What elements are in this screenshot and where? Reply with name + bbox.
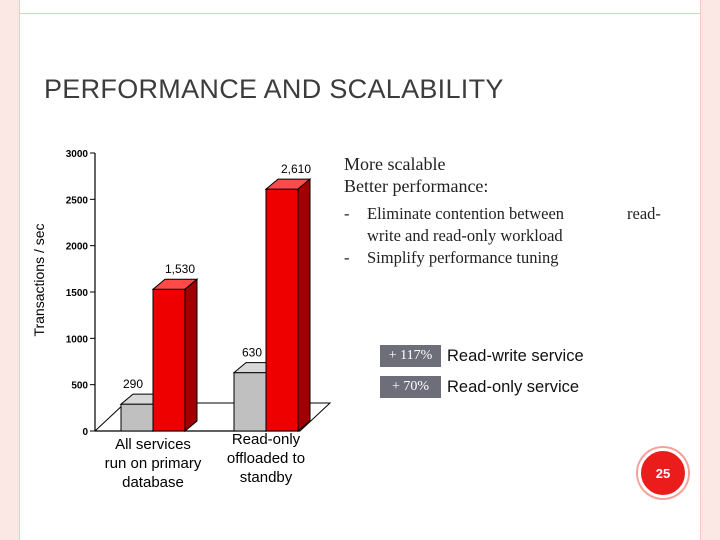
x-category-label: database xyxy=(122,474,184,491)
bullet-item-1-line-2: write and read-only workload xyxy=(367,226,563,245)
bar-side xyxy=(184,278,198,433)
bar-front xyxy=(233,372,267,432)
bar-front xyxy=(152,288,186,432)
bullet-head-line-2: Better performance: xyxy=(344,176,489,196)
y-tick-label: 1500 xyxy=(66,288,89,299)
slide-title: PERFORMANCE AND SCALABILITY xyxy=(44,74,504,104)
y-tick-label: 1000 xyxy=(66,334,89,345)
y-axis-label: Transactions / sec xyxy=(31,223,47,336)
bullet-head-line-1: More scalable xyxy=(344,154,446,174)
left-frame-bar xyxy=(0,0,20,540)
bar-front xyxy=(120,403,154,432)
y-tick-label: 500 xyxy=(71,381,88,392)
bullet-item-2-line-1: Simplify performance tuning xyxy=(367,248,559,267)
page-number-badge: 25 xyxy=(638,448,688,498)
bullet-dash: - xyxy=(344,204,350,223)
bar-side xyxy=(297,178,311,433)
bar-data-label: 1,530 xyxy=(165,262,195,276)
x-category-label: standby xyxy=(240,469,293,486)
x-category-label: offloaded to xyxy=(227,450,305,467)
bullet-sub-list: - Eliminate contention between write and… xyxy=(344,203,689,269)
bullet-dash: - xyxy=(344,248,350,267)
bullet-trailing-text: read- xyxy=(627,204,661,223)
y-tick-label: 2000 xyxy=(66,242,89,253)
bar-data-label: 630 xyxy=(242,346,262,360)
top-frame-line xyxy=(19,0,700,14)
x-category-label: run on primary xyxy=(105,455,202,472)
bar-data-label: 2,610 xyxy=(281,162,311,176)
bullet-item-1: - Eliminate contention between write and… xyxy=(344,203,689,247)
read-write-gain-label: Read-write service xyxy=(447,347,584,365)
y-tick-label: 2500 xyxy=(66,195,89,206)
bar-data-label: 290 xyxy=(123,377,143,391)
bullet-text: More scalable Better performance: - Elim… xyxy=(344,153,689,269)
x-category-label: Read-only xyxy=(232,431,301,448)
bar-front xyxy=(265,188,299,432)
x-category-label: All services xyxy=(115,436,191,453)
read-only-gain-badge: + 70% xyxy=(380,376,441,398)
read-only-gain-label: Read-only service xyxy=(447,378,580,396)
read-write-gain-badge: + 117% xyxy=(380,345,441,367)
right-frame-bar xyxy=(700,0,720,540)
y-tick-label: 3000 xyxy=(66,149,89,160)
y-tick-label: 0 xyxy=(82,427,88,438)
bullet-item-1-line-1: Eliminate contention between xyxy=(367,204,565,223)
bullet-item-2: - Simplify performance tuning xyxy=(344,247,689,269)
